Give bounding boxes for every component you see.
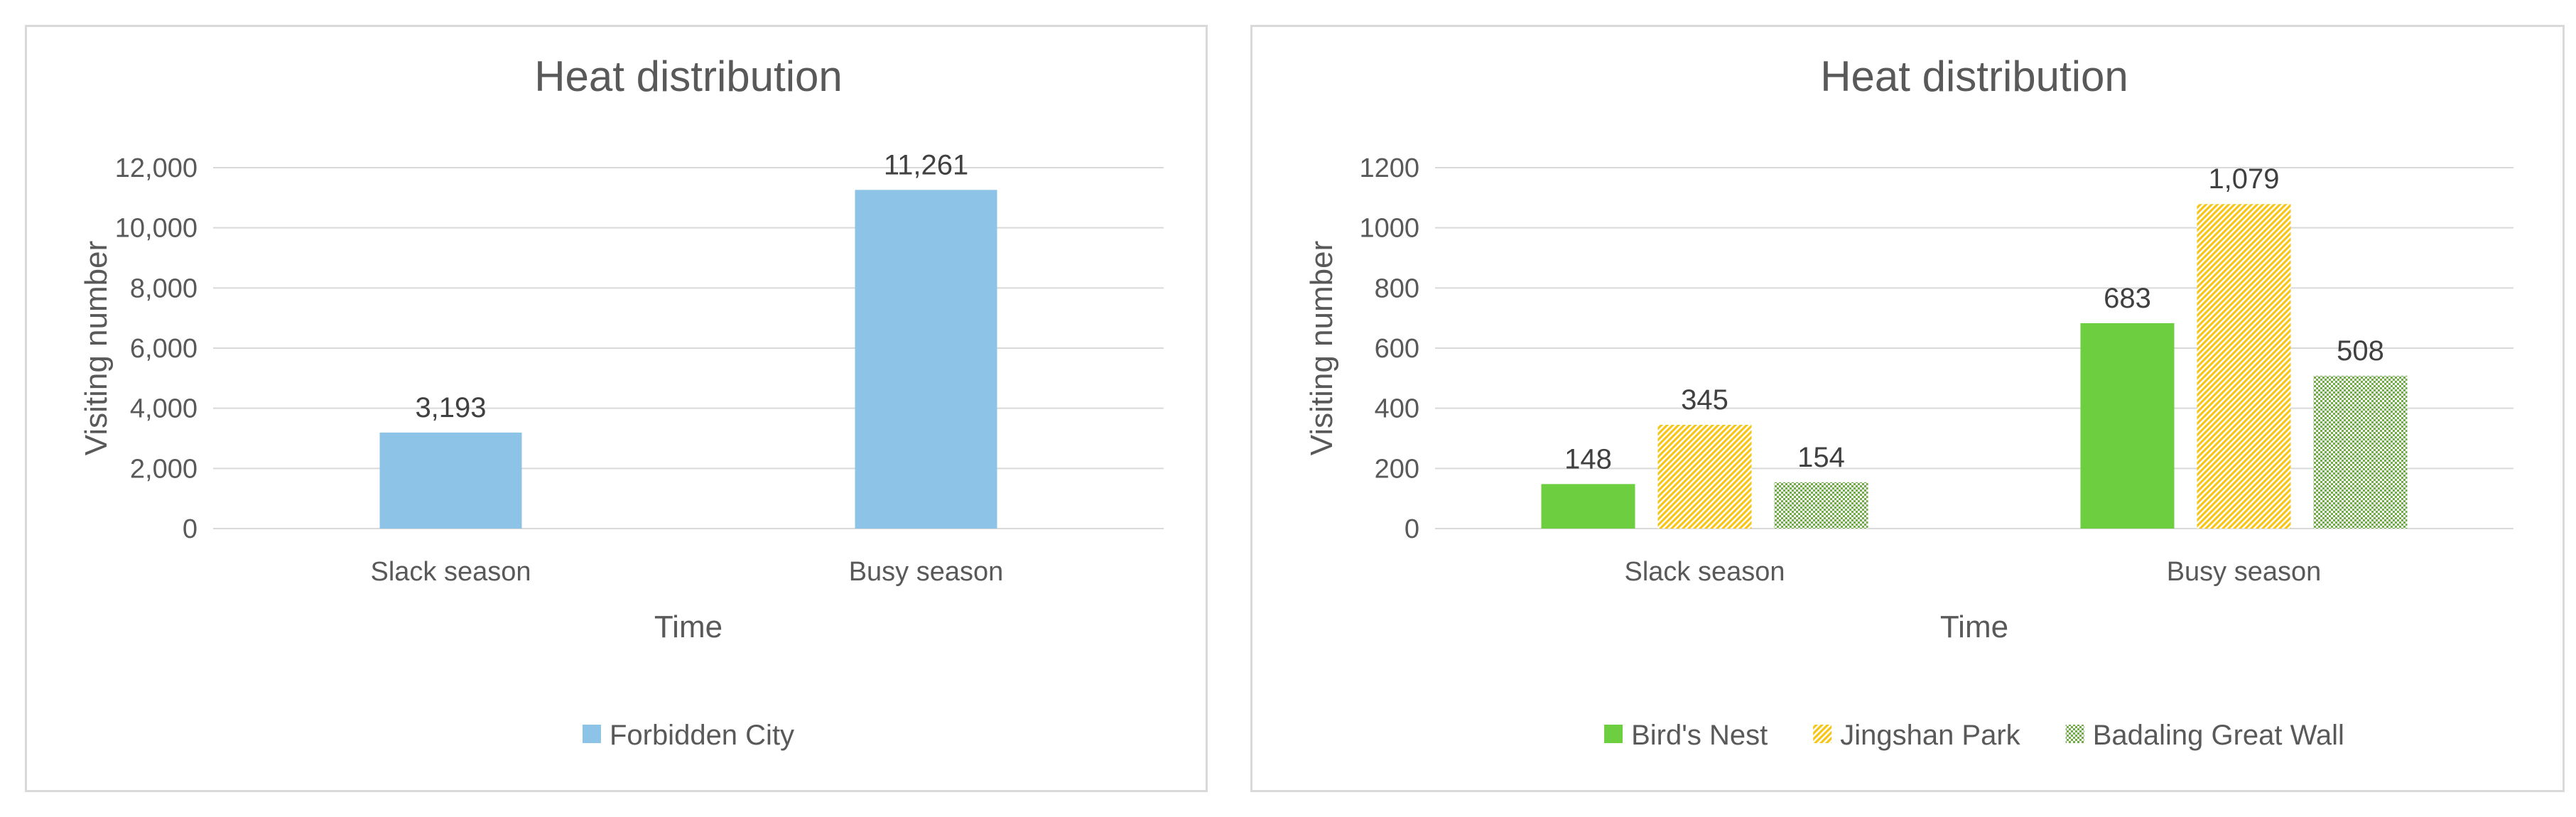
y-tick-label: 600 [1375, 334, 1419, 364]
x-category-label: Busy season [2167, 557, 2322, 587]
bar-jingshan-park-busy-season [2197, 204, 2291, 529]
bar-bird-s-nest-busy-season [2080, 323, 2175, 529]
x-category-label: Slack season [1624, 557, 1785, 587]
x-category-label: Slack season [370, 557, 531, 587]
bar-badaling-great-wall-slack-season [1774, 482, 1868, 529]
y-tick-label: 0 [1405, 514, 1419, 544]
legend-item-badaling-great-wall: Badaling Great Wall [2065, 720, 2344, 751]
y-tick-label: 400 [1375, 394, 1419, 424]
legend-swatch [2065, 725, 2084, 743]
bar-jingshan-park-slack-season [1657, 424, 1752, 529]
chart-title: Heat distribution [534, 53, 843, 100]
x-category-label: Busy season [849, 557, 1004, 587]
legend-swatch [1604, 725, 1623, 743]
chart-title: Heat distribution [1820, 53, 2128, 100]
legend-item-forbidden-city: Forbidden City [582, 720, 794, 751]
legend-label: Badaling Great Wall [2093, 720, 2344, 751]
data-label: 3,193 [415, 392, 486, 423]
chart-panel-three-sites: Heat distribution 0 200 400 600 800 1000 1200 Vi… [1250, 25, 2565, 792]
data-label: 148 [1564, 443, 1612, 475]
legend-swatch [1813, 725, 1832, 743]
bar-forbidden-city-slack-season [379, 432, 522, 529]
bar-bird-s-nest-slack-season [1541, 484, 1635, 529]
data-label: 154 [1797, 442, 1845, 473]
y-tick-label: 6,000 [130, 334, 197, 364]
legend-label: Forbidden City [610, 720, 794, 751]
y-tick-label: 1200 [1359, 153, 1419, 183]
legend-swatch [582, 725, 601, 743]
chart-forbidden-city: Heat distribution 0 2,000 4,000 6,000 8,000 10… [79, 53, 1164, 751]
y-tick-label: 200 [1375, 454, 1419, 484]
legend-label: Jingshan Park [1840, 720, 2020, 751]
legend-item-jingshan-park: Jingshan Park [1813, 720, 2021, 751]
y-axis-title: Visiting number [1304, 241, 1339, 455]
legend-item-bird-s-nest: Bird's Nest [1604, 720, 1768, 751]
data-label: 683 [2104, 283, 2151, 314]
data-label: 11,261 [884, 149, 968, 180]
y-tick-label: 12,000 [115, 153, 197, 183]
y-tick-label: 0 [183, 514, 197, 544]
legend-label: Bird's Nest [1631, 720, 1768, 751]
bar-badaling-great-wall-busy-season [2313, 375, 2408, 529]
y-axis-title: Visiting number [79, 241, 114, 455]
x-axis-title: Time [1940, 610, 2008, 644]
y-tick-label: 1000 [1359, 214, 1419, 244]
data-label: 345 [1681, 384, 1728, 416]
chart-three-sites: Heat distribution 0 200 400 600 800 1000 1200 Vi… [1304, 53, 2513, 751]
x-axis-title: Time [654, 610, 723, 644]
chart-panel-forbidden-city: Heat distribution 0 2,000 4,000 6,000 8,000 10… [25, 25, 1208, 792]
y-tick-label: 10,000 [115, 214, 197, 244]
y-tick-label: 4,000 [130, 394, 197, 424]
y-tick-label: 8,000 [130, 274, 197, 303]
data-label: 508 [2337, 335, 2384, 367]
data-label: 1,079 [2208, 163, 2279, 195]
y-tick-label: 2,000 [130, 454, 197, 484]
y-tick-label: 800 [1375, 274, 1419, 303]
bar-forbidden-city-busy-season [855, 190, 997, 529]
